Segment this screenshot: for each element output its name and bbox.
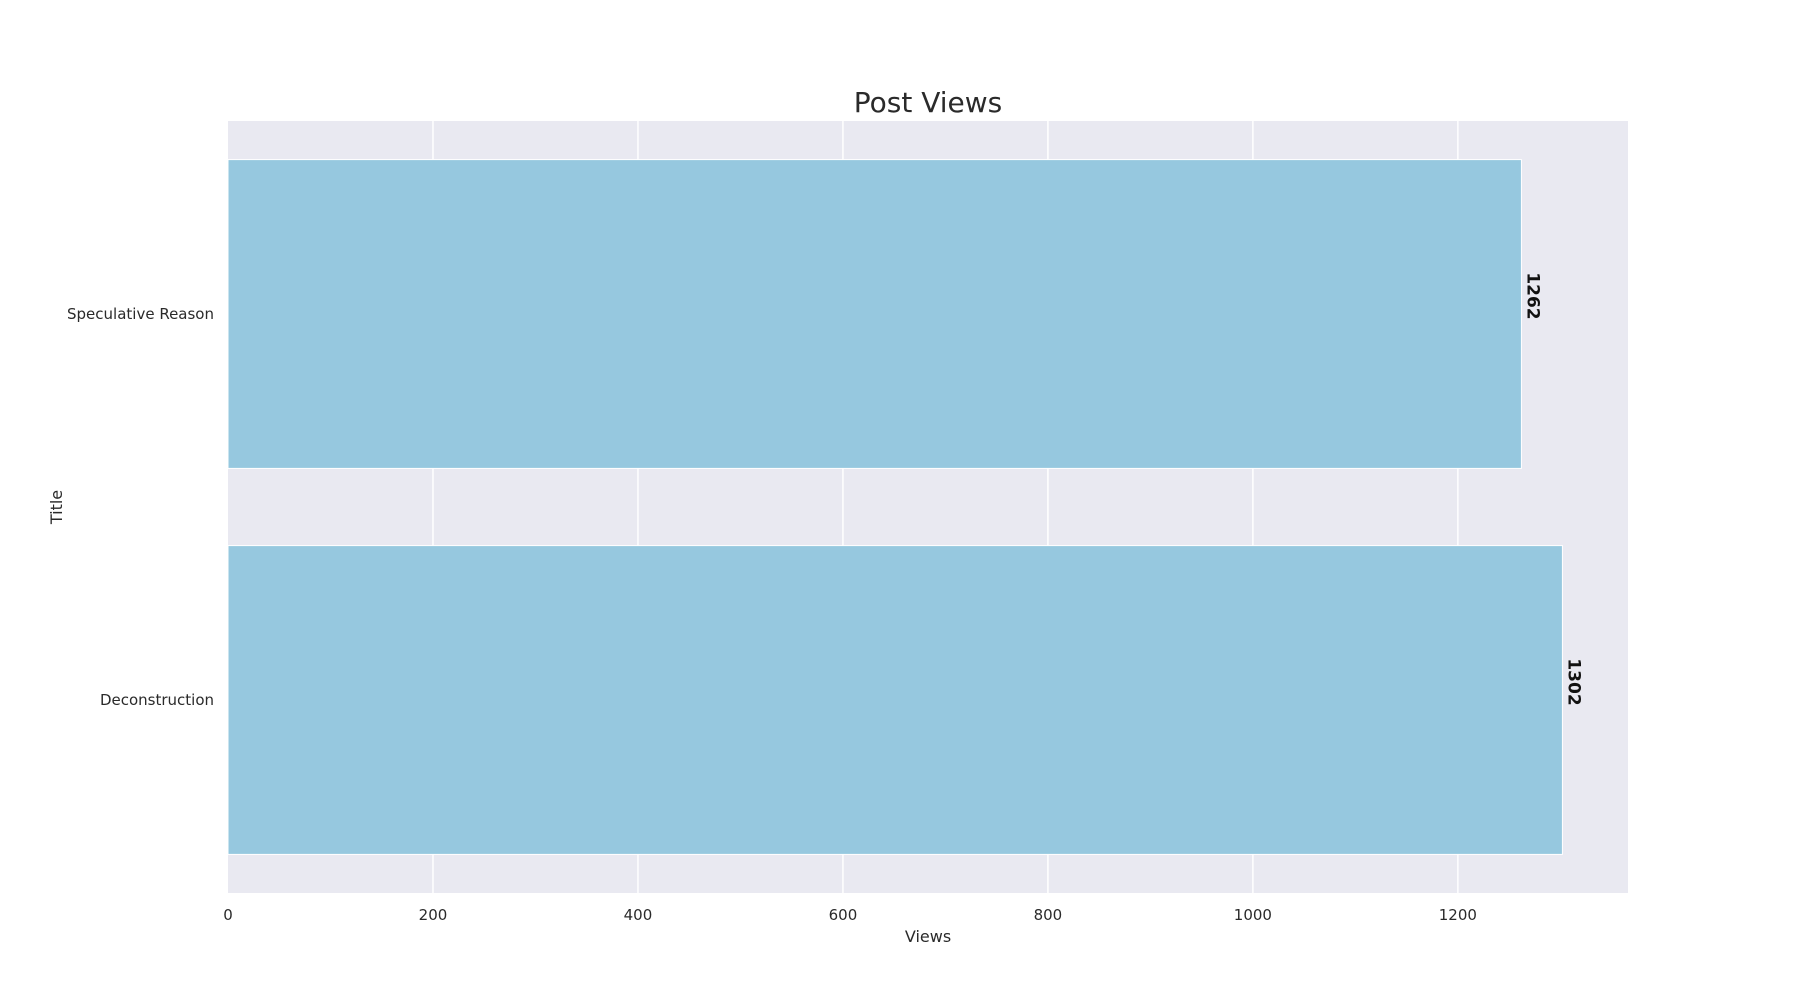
y-axis-ticks: Speculative Reason Deconstruction	[67, 305, 214, 709]
y-tick-label: Deconstruction	[100, 691, 214, 709]
bars	[227, 159, 1563, 855]
y-tick-label: Speculative Reason	[67, 305, 214, 323]
x-axis-ticks: 0 200 400 600 800 1000 1200	[223, 906, 1477, 924]
bar	[227, 159, 1522, 469]
chart-title: Post Views	[854, 86, 1003, 119]
x-tick-label: 1200	[1439, 906, 1477, 924]
y-axis-title: Title	[47, 490, 66, 525]
x-tick-label: 0	[223, 906, 233, 924]
x-tick-label: 400	[624, 906, 653, 924]
x-tick-label: 200	[419, 906, 448, 924]
data-label: 1302	[1563, 658, 1583, 705]
x-tick-label: 600	[829, 906, 858, 924]
bar	[227, 545, 1563, 855]
data-label: 1262	[1522, 272, 1542, 319]
x-axis-title: Views	[905, 927, 951, 946]
x-tick-label: 800	[1034, 906, 1063, 924]
data-labels: 1262 1302	[1522, 272, 1583, 705]
x-tick-label: 1000	[1234, 906, 1272, 924]
